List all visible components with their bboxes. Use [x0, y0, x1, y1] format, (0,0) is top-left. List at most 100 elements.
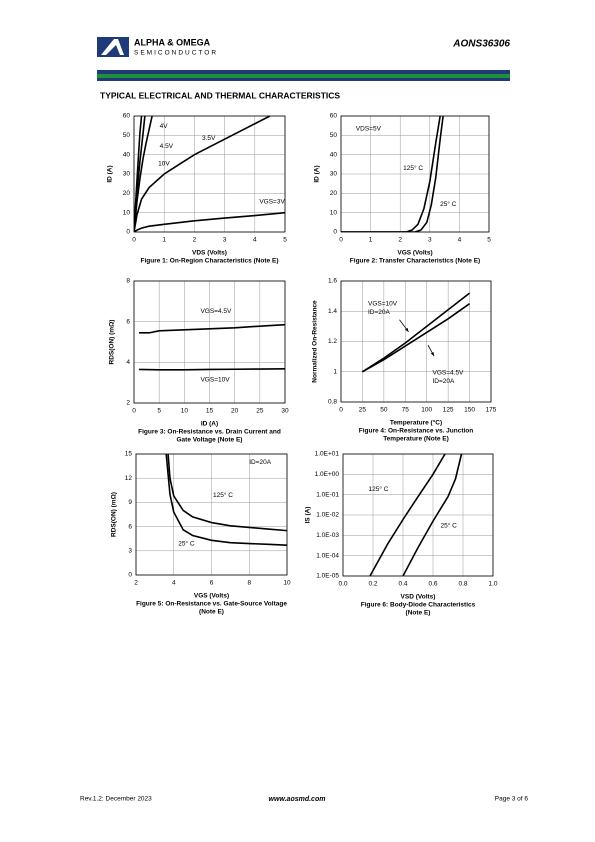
x-tick-label: 25 — [256, 408, 264, 415]
series-label: 25° C — [440, 200, 457, 208]
annotation: ID=20A — [368, 309, 391, 316]
y-tick-label: 1.0E-02 — [316, 512, 339, 519]
y-tick-label: 1.0E-04 — [316, 552, 339, 559]
x-tick-label: 175 — [486, 407, 497, 414]
x-tick-label: 0.0 — [338, 581, 347, 588]
plot-frame — [133, 115, 286, 233]
x-tick-label: 4 — [458, 237, 462, 244]
annotation: ID=20A — [249, 459, 272, 466]
logo-mark — [101, 39, 124, 55]
x-tick-label: 15 — [206, 408, 214, 415]
x-tick-label: 0 — [339, 237, 343, 244]
y-tick-label: 1.0E-01 — [316, 491, 339, 498]
y-tick-label: 0 — [128, 572, 132, 579]
y-tick-label: 30 — [330, 171, 338, 178]
figure-caption: Figure 2: Transfer Characteristics (Note… — [350, 258, 480, 265]
x-tick-label: 25 — [359, 407, 367, 414]
x-tick-label: 2 — [193, 237, 197, 244]
plot-frame — [340, 280, 492, 403]
y-tick-label: 0 — [126, 229, 130, 236]
series-label: VGS=10V — [200, 377, 230, 384]
x-tick-label: 0.4 — [398, 581, 407, 588]
arrow-head — [430, 352, 434, 357]
y-tick-label: 0.8 — [328, 399, 337, 406]
x-tick-label: 2 — [398, 237, 402, 244]
y-tick-label: 60 — [330, 113, 338, 120]
x-tick-label: 8 — [247, 580, 251, 587]
y-axis-label: ID (A) — [107, 165, 114, 182]
series-label: VGS=4.5V — [433, 370, 465, 377]
y-tick-label: 10 — [123, 209, 131, 216]
x-axis-label: VSD (Volts) — [401, 594, 436, 601]
series-label: 25° C — [178, 539, 195, 547]
y-tick-label: 1.0E+00 — [315, 471, 340, 478]
section-title: TYPICAL ELECTRICAL AND THERMAL CHARACTER… — [100, 90, 340, 100]
x-tick-label: 10 — [283, 580, 291, 587]
series-label: 125° C — [369, 485, 389, 493]
y-tick-label: 50 — [123, 132, 131, 139]
data-line — [134, 116, 271, 232]
y-tick-label: 40 — [123, 151, 131, 158]
y-tick-label: 3 — [128, 548, 132, 555]
series-label: 10V — [158, 160, 170, 167]
x-tick-label: 150 — [464, 407, 475, 414]
series-label: VGS=3V — [259, 199, 285, 206]
data-line — [341, 116, 444, 232]
x-tick-label: 5 — [157, 408, 161, 415]
figure-caption: (Note E) — [199, 609, 224, 616]
header-band — [97, 74, 510, 78]
y-tick-label: 15 — [125, 451, 133, 458]
y-tick-label: 4 — [126, 359, 130, 366]
footer-website: www.aosmd.com — [269, 796, 326, 803]
x-tick-label: 0 — [132, 237, 136, 244]
x-tick-label: 2 — [134, 580, 138, 587]
plot-frame — [133, 280, 286, 404]
y-tick-label: 1.0E+01 — [315, 451, 340, 458]
figure-caption: Figure 3: On-Resistance vs. Drain Curren… — [138, 429, 281, 436]
y-tick-label: 12 — [125, 475, 133, 482]
series-label: VGS=4.5V — [200, 308, 232, 315]
y-tick-label: 1.0E-05 — [316, 573, 339, 580]
y-axis-label: Normalized On-Resistance — [312, 300, 319, 383]
x-tick-label: 10 — [181, 408, 189, 415]
x-tick-label: 0.6 — [428, 581, 437, 588]
y-axis-label: IS (A) — [305, 507, 312, 524]
x-axis-label: Temperature (°C) — [390, 419, 442, 427]
figure-caption: (Note E) — [406, 610, 431, 617]
annotation: VDS=5V — [356, 125, 382, 132]
x-tick-label: 6 — [210, 580, 214, 587]
data-line — [362, 292, 471, 373]
x-axis-label: VGS (Volts) — [194, 593, 229, 600]
x-tick-label: 1 — [162, 237, 166, 244]
x-tick-label: 125 — [443, 407, 454, 414]
series-label: 4V — [160, 123, 169, 130]
data-line — [362, 303, 471, 373]
figure-caption: Figure 4: On-Resistance vs. Junction — [359, 428, 474, 435]
x-tick-label: 1.0 — [488, 581, 497, 588]
x-tick-label: 30 — [281, 408, 289, 415]
y-tick-label: 1 — [333, 368, 337, 375]
y-tick-label: 1.2 — [328, 338, 337, 345]
footer-page: Page 3 of 6 — [495, 796, 529, 803]
y-tick-label: 40 — [330, 151, 338, 158]
series-label: 3.5V — [202, 135, 216, 142]
y-axis-label: RDS(ON) (mΩ) — [109, 320, 116, 365]
figure-caption: Figure 6: Body-Diode Characteristics — [361, 602, 476, 609]
data-line — [369, 454, 446, 576]
header-band — [97, 78, 510, 81]
x-tick-label: 5 — [487, 237, 491, 244]
plot-frame — [342, 453, 494, 577]
y-tick-label: 1.0E-03 — [316, 532, 339, 539]
y-tick-label: 0 — [333, 229, 337, 236]
y-axis-label: ID (A) — [314, 165, 321, 182]
y-tick-label: 6 — [126, 318, 130, 325]
y-tick-label: 1.6 — [328, 278, 337, 285]
x-tick-label: 1 — [369, 237, 373, 244]
x-tick-label: 100 — [421, 407, 432, 414]
series-label: 25° C — [441, 522, 458, 530]
y-tick-label: 2 — [126, 400, 130, 407]
y-tick-label: 30 — [123, 171, 131, 178]
company-name: ALPHA & OMEGA — [134, 37, 211, 47]
y-axis-label: RDS(ON) (mΩ) — [111, 492, 118, 537]
